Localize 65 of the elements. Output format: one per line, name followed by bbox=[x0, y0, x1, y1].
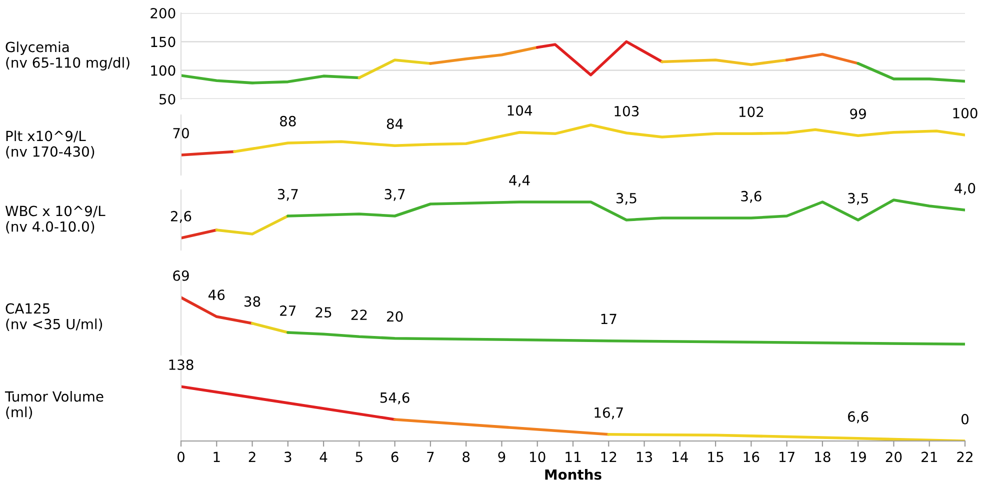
x-tick-label: 8 bbox=[462, 452, 470, 462]
data-label: 22 bbox=[351, 310, 367, 320]
y-axis-title: Tumor Volume (ml) bbox=[4, 391, 104, 419]
x-tick-label: 13 bbox=[636, 452, 652, 462]
x-tick-label: 18 bbox=[815, 452, 830, 462]
data-label: 88 bbox=[280, 116, 296, 126]
y-axis-title: Glycemia (nv 65-110 mg/dl) bbox=[6, 42, 130, 70]
data-label: 2,6 bbox=[170, 210, 192, 223]
line-series bbox=[536, 40, 664, 76]
x-tick-label: 4 bbox=[320, 452, 328, 462]
data-label: 54,6 bbox=[380, 392, 410, 404]
y-axis-title: CA125 (nv <35 U/ml) bbox=[6, 303, 102, 331]
data-label: 16,7 bbox=[594, 407, 623, 420]
x-tick-label: 2 bbox=[248, 452, 256, 462]
x-tick-label: 21 bbox=[922, 452, 937, 462]
x-axis-title: Months bbox=[545, 469, 602, 480]
data-label: 69 bbox=[173, 270, 189, 281]
data-label: 20 bbox=[387, 311, 403, 322]
data-label: 3,5 bbox=[848, 192, 868, 205]
x-tick-label: 14 bbox=[672, 452, 688, 462]
x-tick-label: 3 bbox=[284, 452, 292, 462]
x-tick-label: 15 bbox=[708, 452, 724, 462]
x-tick-label: 17 bbox=[780, 452, 794, 462]
x-tick-label: 19 bbox=[850, 452, 866, 462]
x-tick-label: 1 bbox=[214, 452, 220, 462]
x-tick-label: 22 bbox=[957, 452, 972, 462]
y-axis-title: Plt x10^9/L (nv 170-430) bbox=[6, 130, 94, 158]
data-label: 27 bbox=[280, 305, 296, 316]
y-tick-label: 100 bbox=[151, 65, 176, 76]
line-series bbox=[429, 46, 539, 65]
x-tick-label: 9 bbox=[498, 452, 506, 462]
data-label: 38 bbox=[244, 296, 260, 307]
x-tick-label: 6 bbox=[391, 452, 398, 462]
x-tick-label: 20 bbox=[886, 452, 902, 462]
data-label: 104 bbox=[508, 105, 532, 116]
x-tick-label: 0 bbox=[177, 452, 184, 462]
data-label: 138 bbox=[169, 359, 194, 370]
data-label: 103 bbox=[614, 106, 639, 116]
data-label: 0 bbox=[961, 414, 968, 424]
x-tick-label: 12 bbox=[601, 452, 616, 462]
x-tick-label: 11 bbox=[566, 452, 581, 462]
x-tick-label: 7 bbox=[427, 452, 434, 462]
data-label: 3,5 bbox=[616, 192, 636, 205]
data-label: 102 bbox=[739, 106, 764, 118]
x-tick-label: 10 bbox=[530, 452, 546, 462]
data-label: 4,0 bbox=[954, 182, 976, 195]
x-tick-label: 16 bbox=[744, 452, 760, 462]
y-tick-label: 150 bbox=[151, 36, 176, 48]
data-label: 3,7 bbox=[278, 188, 298, 201]
data-label: 70 bbox=[173, 128, 189, 138]
x-tick-label: 5 bbox=[356, 452, 362, 462]
data-label: 17 bbox=[601, 314, 616, 324]
data-label: 4,4 bbox=[509, 175, 530, 187]
y-axis-title: WBC x 10^9/L (nv 4.0-10.0) bbox=[5, 206, 106, 234]
y-tick-label: 200 bbox=[150, 8, 176, 18]
data-label: 3,6 bbox=[741, 190, 762, 203]
data-label: 100 bbox=[953, 108, 978, 118]
data-label: 99 bbox=[850, 108, 866, 120]
data-label: 25 bbox=[316, 307, 332, 318]
data-label: 3,7 bbox=[384, 188, 405, 201]
data-label: 6,6 bbox=[848, 411, 868, 424]
line-series bbox=[181, 74, 361, 84]
data-label: 46 bbox=[208, 290, 225, 300]
data-label: 84 bbox=[386, 118, 403, 130]
y-tick-label: 50 bbox=[160, 94, 176, 104]
